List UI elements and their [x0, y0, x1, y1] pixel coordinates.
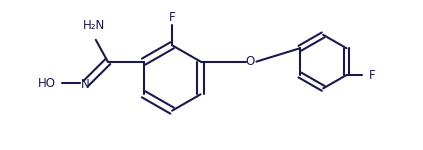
- Text: N: N: [80, 78, 89, 91]
- Text: F: F: [368, 69, 375, 81]
- Text: F: F: [169, 11, 176, 24]
- Text: H₂N: H₂N: [82, 19, 105, 32]
- Text: O: O: [246, 55, 255, 68]
- Text: HO: HO: [38, 77, 56, 90]
